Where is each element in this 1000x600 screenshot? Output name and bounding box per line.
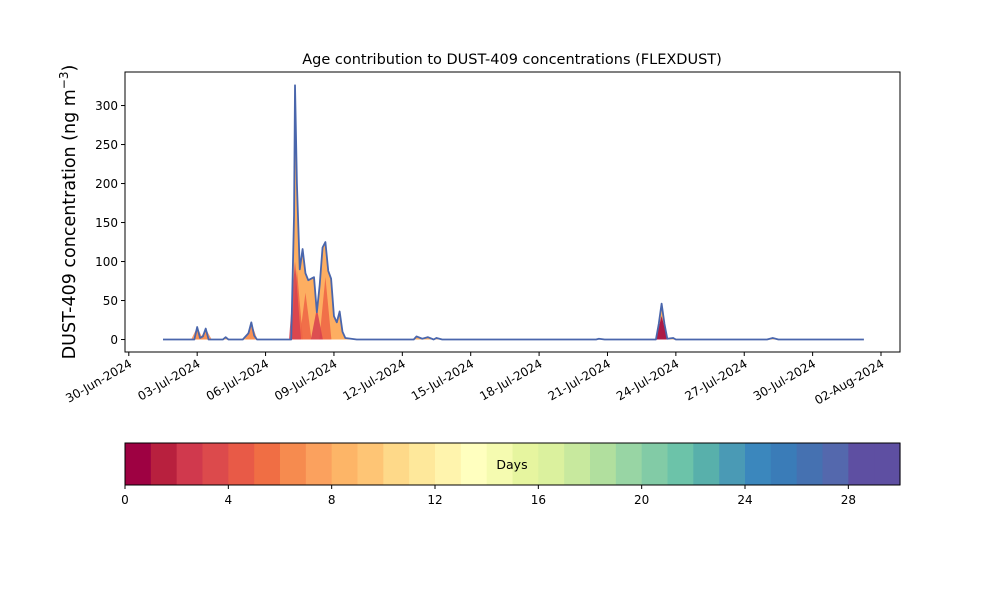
plot-area <box>162 84 864 341</box>
x-tick-label: 24-Jul-2024 <box>614 356 681 403</box>
colorbar-swatch <box>667 443 694 485</box>
age-band-peak <box>299 292 312 340</box>
x-tick-label: 27-Jul-2024 <box>682 356 749 403</box>
y-axis-label: DUST-409 concentration (ng m−3) <box>57 65 80 360</box>
y-tick-label: 100 <box>95 255 118 269</box>
colorbar-swatch <box>305 443 333 485</box>
colorbar-swatch <box>693 443 720 485</box>
colorbar-swatch <box>564 443 591 485</box>
x-tick-label: 02-Aug-2024 <box>812 356 886 407</box>
colorbar-swatch <box>280 443 307 485</box>
colorbar-tick-label: 20 <box>634 493 649 507</box>
area-fill <box>162 85 864 340</box>
colorbar-swatch <box>357 443 384 485</box>
y-tick-label: 0 <box>110 333 118 347</box>
series-line <box>162 84 864 341</box>
colorbar-swatch <box>176 443 204 485</box>
colorbar-tick-label: 8 <box>328 493 336 507</box>
colorbar-label: Days <box>496 457 527 472</box>
x-tick-label: 30-Jun-2024 <box>63 356 134 405</box>
colorbar-swatch <box>331 443 359 485</box>
colorbar-swatch <box>254 443 281 485</box>
y-axis-label-text: DUST-409 concentration (ng m <box>60 89 80 359</box>
chart-title: Age contribution to DUST-409 concentrati… <box>302 52 722 68</box>
x-axis: 30-Jun-2024 03-Jul-2024 06-Jul-2024 09-Jul-… <box>63 352 887 407</box>
colorbar-swatch <box>822 443 849 485</box>
y-tick-label: 200 <box>95 177 118 191</box>
x-tick-label: 12-Jul-2024 <box>341 356 408 403</box>
age-band-peak <box>655 316 668 340</box>
colorbar-swatch <box>409 443 436 485</box>
x-tick-label: 30-Jul-2024 <box>751 356 818 403</box>
colorbar-swatch <box>486 443 514 485</box>
colorbar-tick-label: 24 <box>737 493 752 507</box>
colorbar-swatch <box>202 443 229 485</box>
colorbar-frame <box>124 442 901 486</box>
colorbar-swatch <box>460 443 488 485</box>
colorbar-swatch <box>874 443 901 485</box>
y-axis-label-exponent: −3 <box>57 71 71 89</box>
colorbar-swatch <box>512 443 539 485</box>
colorbar-tick-label: 12 <box>427 493 442 507</box>
y-axis-label-close: ) <box>60 65 80 72</box>
colorbar: 0 4 8 12 16 20 24 28 <box>121 443 901 507</box>
x-tick-label: 06-Jul-2024 <box>204 356 271 403</box>
y-tick-label: 50 <box>103 294 118 308</box>
colorbar-swatch <box>538 443 565 485</box>
colorbar-tick-label: 0 <box>121 493 129 507</box>
colorbar-swatch <box>770 443 798 485</box>
y-tick-label: 150 <box>95 216 118 230</box>
x-tick-label: 18-Jul-2024 <box>477 356 544 403</box>
colorbar-swatch <box>590 443 617 485</box>
colorbar-swatch <box>719 443 746 485</box>
y-tick-label: 300 <box>95 99 118 113</box>
age-band-peak <box>310 308 323 340</box>
x-tick-label: 09-Jul-2024 <box>272 356 339 403</box>
colorbar-swatch <box>641 443 669 485</box>
colorbar-swatch <box>150 443 178 485</box>
colorbar-swatch <box>125 443 152 485</box>
colorbar-tick-label: 16 <box>531 493 546 507</box>
x-tick-label: 03-Jul-2024 <box>135 356 202 403</box>
colorbar-swatch <box>745 443 772 485</box>
y-tick-label: 250 <box>95 138 118 152</box>
colorbar-swatch <box>615 443 643 485</box>
colorbar-tick-label: 28 <box>841 493 856 507</box>
colorbar-swatch <box>383 443 410 485</box>
x-tick-label: 21-Jul-2024 <box>546 356 613 403</box>
colorbar-swatch <box>435 443 462 485</box>
y-axis: 0 50 100 150 200 250 300 <box>95 99 125 347</box>
colorbar-tick-label: 4 <box>225 493 233 507</box>
plot-frame <box>124 71 901 353</box>
colorbar-swatch <box>796 443 824 485</box>
age-band-peak <box>319 277 332 340</box>
colorbar-swatch <box>228 443 255 485</box>
colorbar-swatch <box>848 443 875 485</box>
x-tick-label: 15-Jul-2024 <box>409 356 476 403</box>
